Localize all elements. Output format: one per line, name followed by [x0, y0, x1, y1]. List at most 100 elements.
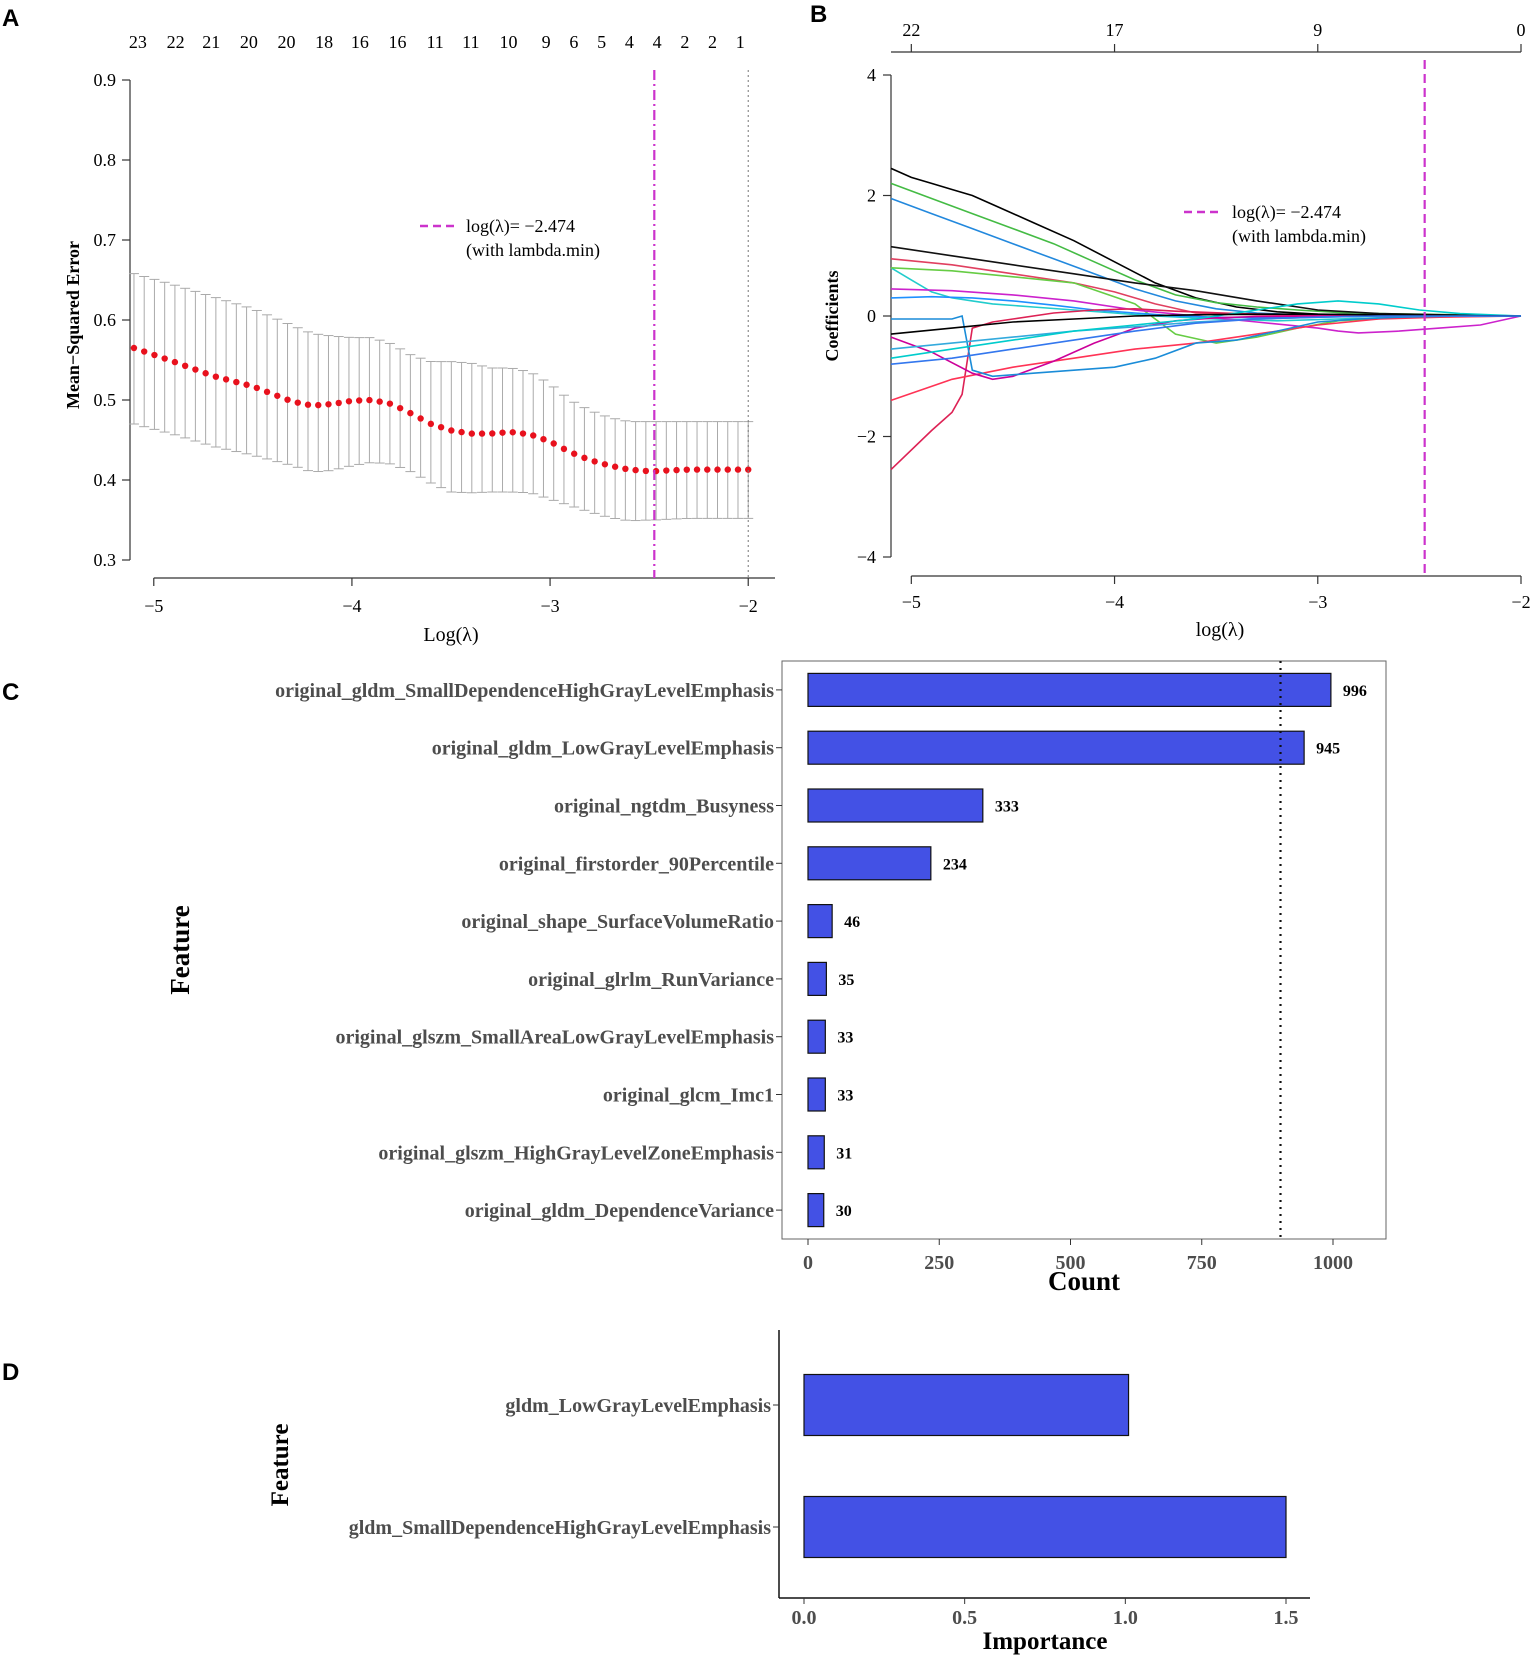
- c-value-label: 31: [836, 1145, 852, 1162]
- c-value-label: 333: [995, 799, 1019, 816]
- a-mse-point: [560, 445, 568, 453]
- a-mse-point: [724, 466, 731, 473]
- b-coef-path: [890, 313, 1522, 335]
- a-x-axis-label: Log(λ): [423, 624, 478, 646]
- c-feature-label: original_shape_SurfaceVolumeRatio: [461, 911, 774, 933]
- d-x-tick-label: 0.0: [792, 1607, 817, 1629]
- a-mse-point: [601, 461, 609, 468]
- b-top-tick-label: 22: [902, 20, 920, 40]
- b-top-tick-label: 17: [1106, 20, 1124, 40]
- a-mse-point: [693, 466, 701, 473]
- d-feature-label: gldm_LowGrayLevelEmphasis: [505, 1395, 771, 1417]
- panel-label-a: A: [2, 5, 19, 32]
- a-top-count-label: 16: [389, 32, 407, 52]
- a-mse-point: [161, 355, 168, 362]
- a-mse-point: [591, 458, 598, 465]
- a-mse-point: [212, 373, 220, 380]
- a-y-tick-label: 0.5: [94, 390, 117, 410]
- a-top-count-label: 20: [240, 32, 258, 52]
- c-x-tick-label: 750: [1187, 1252, 1217, 1274]
- a-mse-point: [202, 370, 209, 377]
- a-legend-line2: (with lambda.min): [466, 240, 600, 261]
- c-feature-label: original_gldm_SmallDependenceHighGrayLev…: [275, 680, 774, 702]
- a-mse-point: [233, 378, 240, 386]
- a-y-tick-label: 0.8: [94, 150, 117, 170]
- a-mse-point: [714, 466, 721, 473]
- d-importance-bar: [803, 1495, 1287, 1559]
- b-coef-path: [890, 300, 1522, 359]
- b-x-tick-label: −5: [902, 592, 921, 612]
- a-top-count-label: 4: [653, 32, 662, 52]
- a-mse-point: [734, 466, 742, 473]
- a-legend-line1: log(λ)= −2.474: [466, 216, 575, 237]
- a-mse-point: [315, 401, 322, 409]
- a-top-count-label: 5: [597, 32, 606, 52]
- c-count-bar: [807, 1192, 825, 1228]
- c-value-label: 234: [943, 856, 967, 873]
- a-mse-point: [417, 415, 424, 422]
- b-coef-path: [890, 167, 1522, 317]
- a-mse-point: [294, 399, 301, 406]
- a-mse-point: [263, 388, 271, 396]
- a-mse-point: [304, 401, 312, 408]
- d-x-tick-label: 1.5: [1274, 1607, 1299, 1629]
- b-y-axis-label: Coefficients: [822, 271, 842, 362]
- c-feature-label: original_ngtdm_Busyness: [554, 796, 774, 818]
- a-top-count-label: 2: [680, 32, 689, 52]
- a-mse-point: [141, 348, 148, 355]
- c-value-label: 945: [1316, 741, 1340, 758]
- a-mse-point: [253, 384, 261, 392]
- b-legend-line2: (with lambda.min): [1232, 226, 1366, 247]
- b-x-tick-label: −4: [1105, 592, 1124, 612]
- d-x-tick-label: 0.5: [952, 1607, 977, 1629]
- c-count-bar: [807, 672, 1332, 708]
- a-y-tick-label: 0.7: [94, 230, 117, 250]
- a-top-count-label: 2: [708, 32, 717, 52]
- c-x-tick-label: 250: [924, 1252, 954, 1274]
- a-top-count-label: 20: [278, 32, 296, 52]
- a-top-count-label: 18: [315, 32, 333, 52]
- c-value-label: 46: [844, 914, 860, 931]
- a-mse-point: [632, 466, 639, 474]
- a-mse-point: [581, 454, 588, 462]
- a-mse-point: [171, 358, 179, 366]
- c-x-tick-label: 1000: [1313, 1252, 1353, 1274]
- a-mse-point: [683, 466, 690, 473]
- d-x-tick-label: 1.0: [1113, 1607, 1138, 1629]
- a-top-count-label: 4: [625, 32, 634, 52]
- a-top-count-label: 6: [569, 32, 578, 52]
- c-count-bar: [807, 1077, 826, 1112]
- panel-label-b: B: [810, 1, 827, 28]
- a-mse-point: [570, 450, 578, 457]
- a-x-tick-label: −4: [342, 596, 361, 616]
- c-value-label: 996: [1343, 683, 1367, 700]
- a-x-tick-label: −3: [540, 596, 559, 616]
- a-top-count-label: 11: [426, 32, 443, 52]
- c-value-label: 35: [838, 972, 854, 989]
- c-feature-label: original_glszm_HighGrayLevelZoneEmphasis: [378, 1142, 774, 1164]
- a-mse-point: [468, 430, 476, 437]
- panel-label-d: D: [2, 1359, 19, 1386]
- a-x-tick-label: −5: [144, 596, 163, 616]
- c-count-bar: [807, 788, 984, 823]
- b-y-tick-label: 2: [867, 186, 876, 206]
- a-mse-point: [437, 424, 445, 431]
- a-top-count-label: 1: [736, 32, 745, 52]
- a-y-tick-label: 0.4: [94, 470, 117, 490]
- b-y-tick-label: −2: [857, 427, 876, 447]
- c-count-bar: [807, 903, 833, 939]
- a-top-count-label: 23: [129, 32, 147, 52]
- b-y-tick-label: 0: [867, 306, 876, 326]
- d-x-axis-label: Importance: [983, 1628, 1108, 1655]
- a-y-axis-label: Mean−Squared Error: [63, 241, 83, 409]
- a-mse-point: [325, 401, 332, 408]
- b-top-tick-label: 9: [1313, 20, 1322, 40]
- a-y-tick-label: 0.9: [94, 70, 117, 90]
- a-top-count-label: 16: [351, 32, 369, 52]
- a-mse-point: [622, 465, 629, 472]
- c-feature-label: original_glrlm_RunVariance: [528, 969, 774, 991]
- c-feature-label: original_glszm_SmallAreaLowGrayLevelEmph…: [335, 1027, 774, 1049]
- a-mse-point: [509, 429, 516, 436]
- b-top-tick-label: 0: [1517, 20, 1526, 40]
